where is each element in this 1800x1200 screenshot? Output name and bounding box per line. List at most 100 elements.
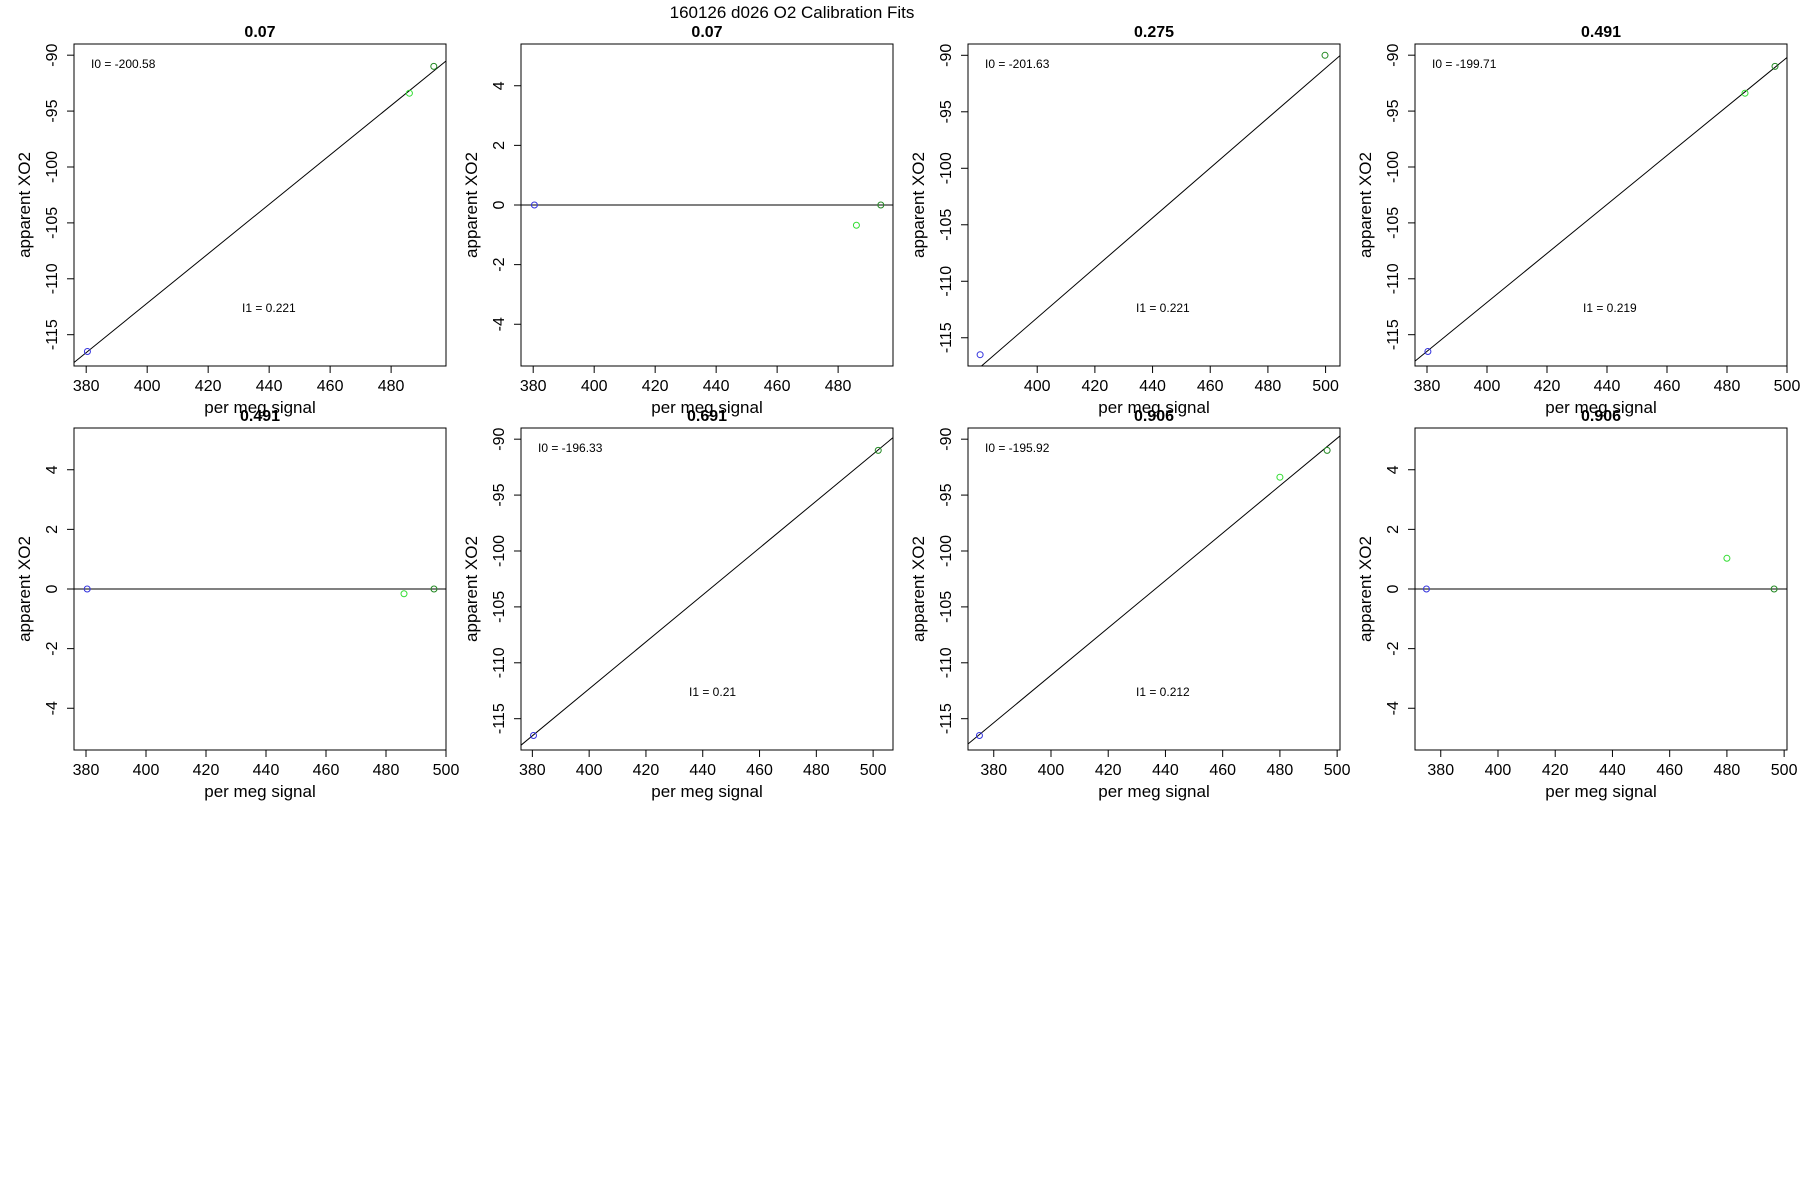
slope-annotation: I1 = 0.21 [689, 685, 736, 699]
x-tick-label: 500 [433, 762, 460, 779]
y-tick-label: -115 [1385, 319, 1402, 350]
fit-line [74, 60, 446, 363]
panel-title: 0.691 [687, 408, 727, 425]
data-point [1771, 62, 1779, 70]
x-tick-label: 420 [1095, 762, 1122, 779]
y-tick-label: 0 [44, 584, 61, 593]
y-tick-label: -105 [1385, 207, 1402, 239]
x-tick-label: 420 [633, 762, 660, 779]
y-tick-label: -4 [491, 317, 508, 331]
chart-panel-8: 0.906 380 400 420 440 460 480 500 -4 -2 0 2 4 per meg… [1356, 408, 1798, 801]
y-tick-label: 4 [491, 81, 508, 90]
y-tick-label: -95 [491, 483, 508, 506]
y-tick-label: 0 [491, 200, 508, 209]
y-tick-label: -110 [938, 647, 955, 678]
x-tick-label: 400 [133, 762, 160, 779]
slope-annotation: I1 = 0.219 [1583, 301, 1637, 315]
intercept-annotation: I0 = -200.58 [91, 57, 156, 71]
plot-frame [520, 427, 894, 751]
x-tick-label: 420 [195, 378, 222, 395]
y-tick-label: -105 [938, 591, 955, 623]
x-tick-label: 440 [1139, 378, 1166, 395]
data-point [430, 62, 438, 70]
chart-panel-5: 0.491 380 400 420 440 460 480 500 -4 -2 0 2 4 per meg… [15, 408, 459, 801]
x-tick-label: 380 [73, 378, 100, 395]
x-axis-label: per meg signal [204, 398, 316, 417]
chart-panel-4: 0.491 380 400 420 440 460 480 500 -115 -110 -105 -1… [1356, 24, 1800, 417]
plot-frame [967, 43, 1341, 367]
x-tick-label: 480 [373, 762, 400, 779]
y-tick-label: -4 [1385, 701, 1402, 715]
slope-annotation: I1 = 0.212 [1136, 685, 1190, 699]
y-axis-label: apparent XO2 [15, 152, 34, 258]
y-tick-label: 0 [1385, 584, 1402, 593]
chart-panel-2: 0.07 380 400 420 440 460 480 -4 -2 0 2 4 per meg sig… [462, 24, 894, 417]
y-axis-label: apparent XO2 [1356, 536, 1375, 642]
data-point [1422, 585, 1430, 593]
data-point [405, 89, 413, 97]
y-tick-label: -100 [938, 152, 955, 184]
chart-panel-3: 0.275 400 420 440 460 480 500 -115 -110 -105 -100 -… [909, 24, 1341, 417]
x-axis-label: per meg signal [1098, 398, 1210, 417]
x-tick-label: 500 [860, 762, 887, 779]
data-point [430, 585, 438, 593]
y-tick-label: -100 [1385, 151, 1402, 183]
x-tick-label: 460 [317, 378, 344, 395]
y-axis-label: apparent XO2 [909, 152, 928, 258]
y-tick-label: -95 [938, 483, 955, 506]
x-tick-label: 400 [134, 378, 161, 395]
data-point [1424, 347, 1432, 355]
chart-panel-1: 0.07 380 400 420 440 460 480 -115 -110 -105 -100 -9… [15, 24, 447, 417]
intercept-annotation: I0 = -201.63 [985, 57, 1050, 71]
x-tick-label: 420 [642, 378, 669, 395]
x-tick-label: 500 [1312, 378, 1339, 395]
data-point [975, 731, 983, 739]
y-tick-label: -100 [938, 535, 955, 567]
x-axis-label: per meg signal [204, 782, 316, 801]
x-tick-label: 460 [1654, 378, 1681, 395]
fit-line [521, 437, 893, 746]
plot-frame [1414, 43, 1788, 367]
x-tick-label: 500 [1771, 762, 1798, 779]
y-tick-label: 2 [44, 525, 61, 534]
x-tick-label: 400 [1485, 762, 1512, 779]
x-tick-label: 500 [1774, 378, 1800, 395]
y-axis-label: apparent XO2 [462, 152, 481, 258]
x-tick-label: 460 [1197, 378, 1224, 395]
y-tick-label: -2 [44, 641, 61, 655]
x-tick-label: 400 [576, 762, 603, 779]
chart-panel-7: 0.906 380 400 420 440 460 480 500 -115 -110 -105 -1… [909, 408, 1351, 801]
x-tick-label: 500 [1324, 762, 1351, 779]
y-tick-label: -115 [491, 703, 508, 734]
panel-title: 0.491 [1581, 24, 1621, 41]
x-tick-label: 400 [581, 378, 608, 395]
y-tick-label: -110 [44, 263, 61, 294]
x-axis-label: per meg signal [651, 398, 763, 417]
y-tick-label: 2 [491, 141, 508, 150]
x-axis-label: per meg signal [1545, 398, 1657, 417]
y-tick-label: -115 [938, 322, 955, 353]
y-tick-label: 4 [44, 465, 61, 474]
fit-line [980, 55, 1340, 366]
x-tick-label: 480 [1714, 378, 1741, 395]
x-tick-label: 380 [1427, 762, 1454, 779]
slope-annotation: I1 = 0.221 [242, 301, 296, 315]
fit-line [968, 435, 1340, 745]
y-axis-label: apparent XO2 [909, 536, 928, 642]
x-tick-label: 400 [1038, 762, 1065, 779]
y-tick-label: -90 [44, 44, 61, 67]
y-axis-label: apparent XO2 [15, 536, 34, 642]
x-tick-label: 440 [253, 762, 280, 779]
data-point [1323, 446, 1331, 454]
panel-title: 0.07 [691, 24, 722, 41]
data-point [83, 347, 91, 355]
y-axis-label: apparent XO2 [462, 536, 481, 642]
y-tick-label: -115 [938, 703, 955, 734]
x-tick-label: 400 [1024, 378, 1051, 395]
x-tick-label: 380 [519, 762, 546, 779]
y-tick-label: -90 [938, 428, 955, 451]
y-tick-label: -110 [1385, 263, 1402, 294]
data-point [530, 201, 538, 209]
x-tick-label: 420 [193, 762, 220, 779]
